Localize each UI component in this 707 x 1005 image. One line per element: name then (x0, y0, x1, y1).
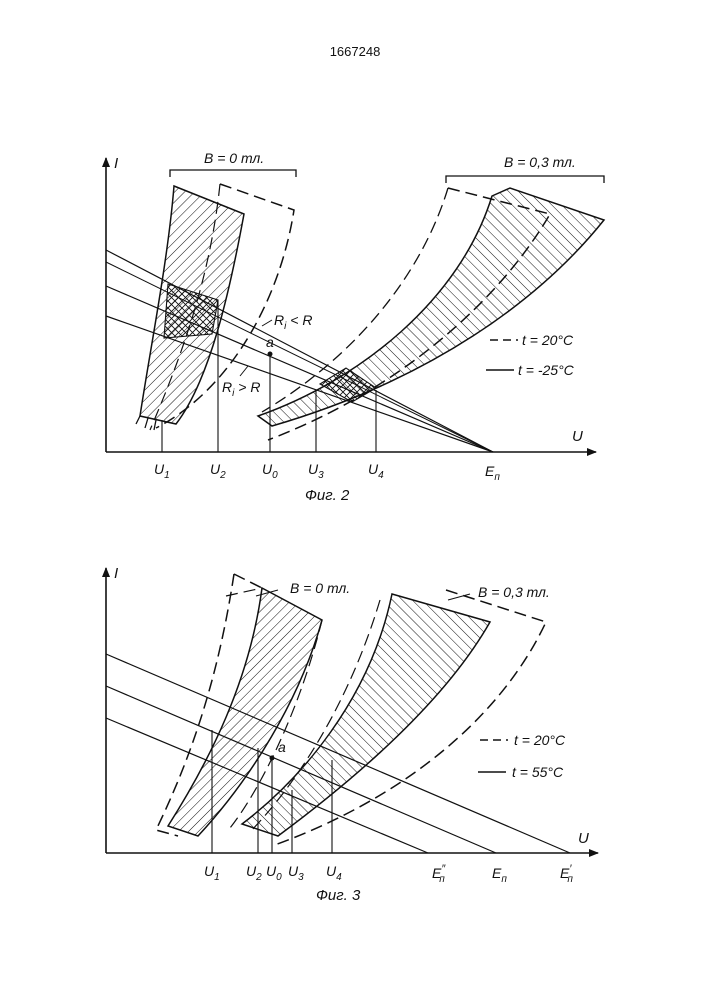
fig3-tick-u2: U2 (246, 863, 262, 883)
fig2-legend-dashed-label: t = 20°C (522, 332, 574, 348)
fig2-leader-ri-more (240, 366, 248, 376)
fig2-point-a (268, 352, 273, 357)
fig2-region-b03 (258, 188, 604, 426)
fig3-tick-u3: U3 (288, 863, 304, 883)
fig2-point-a-label: a (266, 334, 274, 350)
fig2-caption: Фиг. 2 (305, 487, 350, 504)
fig3-group-left-label: B = 0 тл. (290, 580, 350, 596)
fig3-tick-u1: U1 (204, 863, 220, 883)
fig2-tick-u4: U4 (368, 461, 384, 481)
fig3-y-label: I (114, 565, 118, 582)
patent-number: 1667248 (330, 44, 381, 59)
fig2-brace-right (446, 176, 604, 183)
fig3-load-line-2 (106, 686, 496, 853)
fig3-legend-solid-label: t = 55°C (512, 764, 564, 780)
fig3-tick-u0: U0 (266, 863, 282, 883)
fig2-legend-solid-label: t = -25°C (518, 362, 575, 378)
fig3-tick-u4: U4 (326, 863, 342, 883)
figure-2: I U B = 0 тл. B = 0,3 тл. (106, 150, 604, 504)
fig2-brace-left (170, 170, 296, 177)
fig3-x-label: U (578, 830, 589, 847)
fig2-tick-ep: Eп (485, 463, 500, 483)
fig2-tick-u2: U2 (210, 461, 226, 481)
fig2-x-label: U (572, 428, 583, 445)
fig2-label-ri-less: Ri < R (274, 312, 312, 332)
fig2-tick-u0: U0 (262, 461, 278, 481)
fig3-legend-dashed-label: t = 20°C (514, 732, 566, 748)
fig2-label-ri-more: Ri > R (222, 379, 260, 399)
fig2-leader-ri-less (262, 320, 272, 326)
fig2-tick-u3: U3 (308, 461, 324, 481)
fig3-tick-ep-double: E″п (432, 863, 446, 885)
fig3-tick-ep-prime: E′п (560, 863, 573, 885)
fig2-group-left-label: B = 0 тл. (204, 150, 264, 166)
fig3-point-a (270, 756, 275, 761)
fig2-tick-u1: U1 (154, 461, 170, 481)
figure-3: I U B = 0 тл. B = 0,3 тл. a t = 20°C t =… (106, 565, 598, 904)
fig3-group-right-label: B = 0,3 тл. (478, 584, 550, 600)
fig3-point-a-label: a (278, 739, 286, 755)
fig3-tick-ep: Eп (492, 865, 507, 885)
fig3-caption: Фиг. 3 (316, 887, 361, 904)
fig2-group-right-label: B = 0,3 тл. (504, 154, 576, 170)
fig2-y-label: I (114, 155, 118, 172)
